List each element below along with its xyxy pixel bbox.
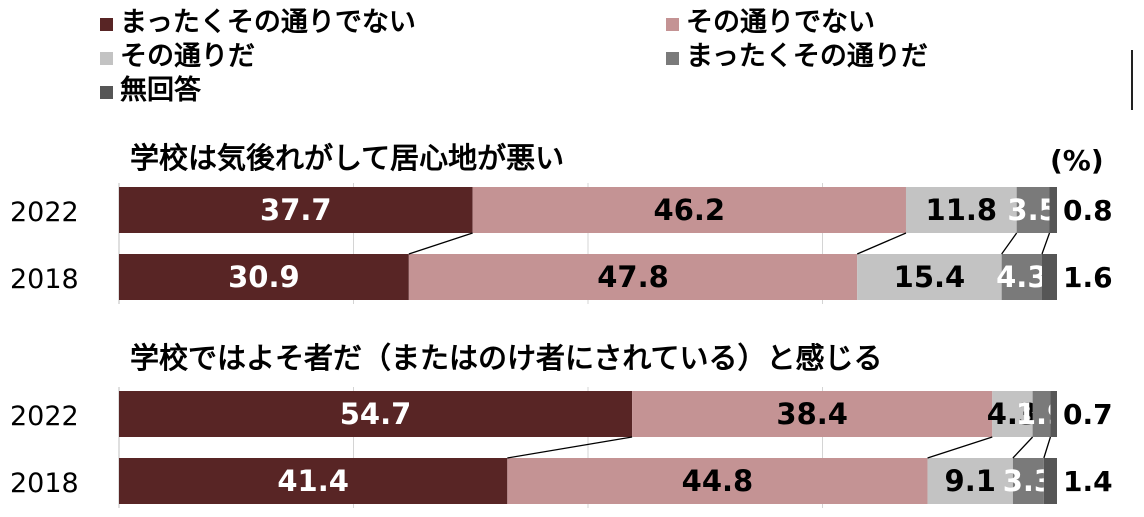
bar-segment: [119, 254, 409, 300]
data-label: 38.4: [776, 397, 848, 431]
data-label: 47.8: [597, 260, 669, 294]
bar-segment: [1016, 187, 1050, 233]
legend-swatch: [100, 86, 113, 99]
legend-label: 無回答: [120, 74, 202, 106]
unit-label: (%): [1050, 144, 1104, 177]
bar-segment: [1050, 391, 1057, 437]
bar-segment: [119, 458, 508, 504]
year-label: 2022: [10, 401, 79, 432]
legend-label: まったくその通りだ: [686, 41, 928, 72]
data-label: 9.1: [945, 464, 996, 498]
legend-label: その通りだ: [120, 41, 255, 72]
bar-segment: [1041, 254, 1057, 300]
bar-segment: [408, 254, 858, 300]
data-label: 4.3: [996, 260, 1047, 294]
bar-segment: [1049, 187, 1057, 233]
connector-line: [1041, 232, 1051, 255]
legend-swatch: [666, 18, 679, 31]
data-label: 46.2: [654, 193, 726, 227]
bar-segment: [927, 458, 1013, 504]
connector-line: [927, 436, 993, 459]
year-label: 2018: [10, 468, 79, 499]
data-label-outside: 0.7: [1063, 398, 1113, 431]
bar-segment: [507, 458, 928, 504]
bar-segment: [1032, 391, 1051, 437]
data-label: 54.7: [340, 397, 412, 431]
connector-line: [1043, 436, 1052, 459]
data-label: 37.7: [260, 193, 332, 227]
bar-segment: [857, 254, 1002, 300]
data-label: 1.9: [1016, 397, 1067, 431]
legend-swatch: [666, 52, 679, 65]
data-label: 4.3: [987, 397, 1038, 431]
data-label-outside: 1.6: [1063, 261, 1113, 294]
data-label: 11.8: [926, 193, 998, 227]
legend-swatch: [100, 18, 113, 31]
bar-segment: [119, 187, 473, 233]
connector-line: [408, 232, 473, 255]
data-label: 30.9: [228, 260, 300, 294]
data-label: 44.8: [682, 464, 754, 498]
legend-label: その通りでない: [686, 7, 875, 38]
legend-label: まったくその通りでない: [120, 7, 416, 38]
category-title: 学校は気後れがして居心地が悪い: [130, 141, 564, 175]
bar-segment: [1043, 458, 1057, 504]
bar-segment: [119, 391, 633, 437]
connector-line: [856, 232, 907, 255]
data-label: 15.4: [894, 260, 966, 294]
bar-segment: [1001, 254, 1042, 300]
year-label: 2018: [10, 264, 79, 295]
bar-segment: [905, 187, 1017, 233]
bar-segment: [472, 187, 906, 233]
connector-line: [1012, 436, 1034, 459]
category-title: 学校ではよそ者だ（またはのけ者にされている）と感じる: [130, 341, 883, 375]
bar-segment: [632, 391, 993, 437]
connector-line: [1001, 232, 1018, 255]
data-label-outside: 1.4: [1063, 465, 1113, 498]
data-label: 41.4: [277, 464, 349, 498]
year-label: 2022: [10, 197, 79, 228]
data-label-outside: 0.8: [1063, 194, 1113, 227]
connector-line: [507, 436, 633, 459]
bar-segment: [1012, 458, 1044, 504]
bar-segment: [992, 391, 1033, 437]
legend-swatch: [100, 52, 113, 65]
right-edge-divider: [1131, 50, 1133, 110]
